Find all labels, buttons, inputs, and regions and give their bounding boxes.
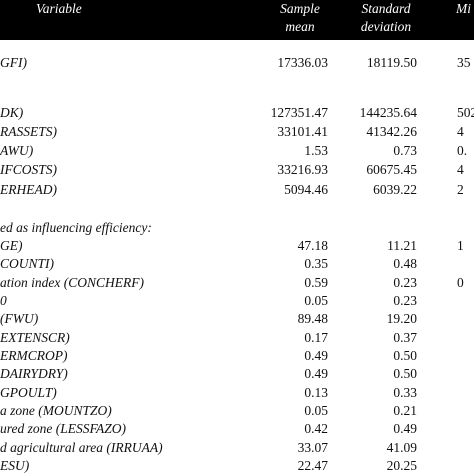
cell-sd: 41342.26 [366, 124, 417, 139]
cell-sd: 0.33 [393, 385, 417, 400]
cell-sd: 0.49 [393, 421, 417, 436]
header-band [0, 0, 474, 40]
cell-sd: 20.25 [387, 458, 418, 473]
cell-mean: 0.59 [304, 275, 328, 290]
cell-sd: 0.73 [393, 143, 417, 158]
row-label: GE) [0, 238, 23, 253]
row-label: ured zone (LESSFAZO) [0, 421, 127, 436]
row-label: ERMCROP) [0, 348, 68, 363]
cell-min: 35 [457, 55, 471, 70]
cell-mean: 0.13 [304, 385, 328, 400]
cell-sd: 0.48 [393, 256, 417, 271]
row-label: a zone (MOUNTZO) [0, 403, 112, 418]
cell-sd: 18119.50 [367, 55, 417, 70]
cell-sd: 0.23 [393, 275, 417, 290]
row-label: GPOULT) [0, 385, 57, 400]
cell-min: 0 [457, 275, 464, 290]
cell-mean: 0.35 [304, 256, 328, 271]
cell-mean: 0.49 [304, 366, 328, 381]
cell-sd: 6039.22 [373, 182, 417, 197]
cell-mean: 22.47 [298, 458, 329, 473]
cell-mean: 0.17 [304, 330, 328, 345]
cell-min: 4 [457, 162, 464, 177]
row-label: ed as influencing efficiency: [0, 220, 152, 235]
cell-min: 502 [457, 105, 474, 120]
cell-sd: 0.37 [393, 330, 417, 345]
cell-min: 0. [457, 143, 467, 158]
cell-mean: 0.05 [304, 293, 328, 308]
cell-sd: 0.23 [393, 293, 417, 308]
header-min: Mi [455, 1, 471, 16]
row-label: RASSETS) [0, 124, 57, 139]
row-label: 0 [0, 293, 7, 308]
cell-mean: 89.48 [298, 311, 329, 326]
cell-sd: 60675.45 [366, 162, 417, 177]
cell-min: 4 [457, 124, 464, 139]
cell-mean: 33101.41 [277, 124, 328, 139]
cell-sd: 0.50 [393, 348, 417, 363]
row-label: GFI) [0, 55, 27, 70]
cell-mean: 5094.46 [284, 182, 328, 197]
header-mean: Sample [280, 1, 320, 16]
row-label: d agricultural area (IRRUAA) [0, 440, 163, 455]
header-variable: Variable [36, 1, 82, 16]
header-sd: deviation [361, 19, 411, 34]
cell-min: 2 [457, 182, 464, 197]
cell-sd: 0.21 [393, 403, 417, 418]
cell-sd: 144235.64 [360, 105, 418, 120]
cell-sd: 41.09 [387, 440, 418, 455]
cell-mean: 0.42 [304, 421, 328, 436]
row-label: IFCOSTS) [0, 162, 58, 177]
cell-mean: 17336.03 [277, 55, 328, 70]
cell-sd: 0.50 [393, 366, 417, 381]
cell-mean: 1.53 [304, 143, 328, 158]
row-label: ERHEAD) [0, 182, 57, 197]
row-label: ation index (CONCHERF) [0, 275, 144, 290]
row-label: DAIRYDRY) [0, 366, 68, 381]
row-label: AWU) [0, 143, 34, 158]
row-label: (FWU) [0, 311, 39, 326]
header-sd: Standard [361, 1, 410, 16]
cell-mean: 47.18 [298, 238, 329, 253]
cell-mean: 0.49 [304, 348, 328, 363]
cell-mean: 33216.93 [277, 162, 328, 177]
cell-sd: 11.21 [387, 238, 417, 253]
cell-min: 1 [457, 238, 464, 253]
cell-mean: 127351.47 [271, 105, 329, 120]
header-mean: mean [285, 19, 314, 34]
cell-mean: 33.07 [298, 440, 329, 455]
row-label: EXTENSCR) [0, 330, 70, 345]
cell-mean: 0.05 [304, 403, 328, 418]
row-label: DK) [0, 105, 24, 120]
cell-sd: 19.20 [387, 311, 418, 326]
row-label: ESU) [0, 458, 30, 473]
row-label: COUNTI) [0, 256, 55, 271]
